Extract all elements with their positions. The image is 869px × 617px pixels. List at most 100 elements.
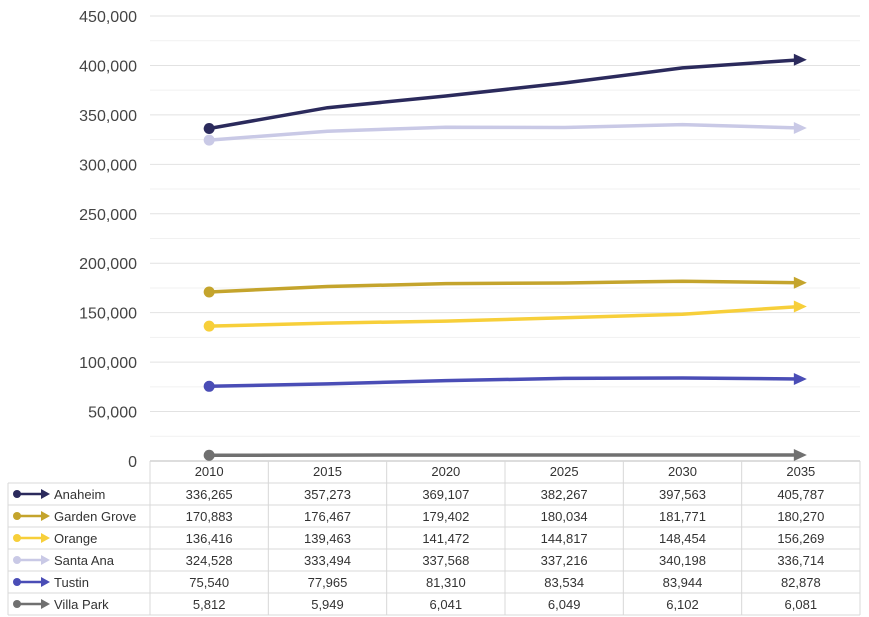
legend-key-villa-park — [13, 599, 50, 609]
table-cell: 382,267 — [541, 487, 588, 502]
legend-key-marker — [13, 534, 21, 542]
data-point-end-arrow — [793, 448, 807, 461]
table-cell: 139,463 — [304, 531, 351, 546]
series-villa-park — [203, 448, 807, 461]
data-point-end-arrow — [793, 300, 807, 313]
table-cell: 82,878 — [781, 575, 821, 590]
legend-key-arrow — [41, 577, 50, 587]
table-cell: 83,944 — [663, 575, 703, 590]
table-cell: 179,402 — [422, 509, 469, 524]
table-cell: 144,817 — [541, 531, 588, 546]
data-table: 2010 2015 2020 2025 2030 2035 Anaheim 336,265 35… — [7, 460, 861, 616]
legend-key-orange — [13, 533, 50, 543]
row-label-tustin: Tustin — [54, 575, 89, 590]
data-point-start — [203, 320, 215, 332]
table-cell: 77,965 — [308, 575, 348, 590]
table-cell: 397,563 — [659, 487, 706, 502]
row-label-orange: Orange — [54, 531, 97, 546]
row-label-anaheim: Anaheim — [54, 487, 105, 502]
data-point-end-arrow — [793, 53, 807, 66]
table-cell: 6,049 — [548, 597, 581, 612]
legend-key-arrow — [41, 599, 50, 609]
table-cell: 148,454 — [659, 531, 706, 546]
table-cell: 333,494 — [304, 553, 351, 568]
data-point-end-arrow — [793, 373, 807, 386]
legend-key-tustin — [13, 577, 50, 587]
table-cell: 181,771 — [659, 509, 706, 524]
table-cell: 136,416 — [186, 531, 233, 546]
data-point-start — [203, 122, 215, 134]
x-category-label: 2025 — [550, 464, 579, 479]
y-tick-label: 150,000 — [79, 306, 137, 323]
table-cell: 357,273 — [304, 487, 351, 502]
legend-key-anaheim — [13, 489, 50, 499]
table-cell: 5,949 — [311, 597, 344, 612]
row-label-villa-park: Villa Park — [54, 597, 109, 612]
legend-key-marker — [13, 600, 21, 608]
table-cell: 170,883 — [186, 509, 233, 524]
table-cell: 83,534 — [544, 575, 584, 590]
y-tick-label: 450,000 — [79, 9, 137, 26]
table-cell: 324,528 — [186, 553, 233, 568]
data-point-end-arrow — [793, 122, 807, 135]
series-tustin — [203, 373, 807, 392]
series-line — [207, 376, 803, 389]
table-cell: 405,787 — [777, 487, 824, 502]
table-cell: 75,540 — [189, 575, 229, 590]
legend-key-arrow — [41, 533, 50, 543]
legend-key-marker — [13, 512, 21, 520]
row-label-garden-grove: Garden Grove — [54, 509, 136, 524]
table-cell: 180,034 — [541, 509, 588, 524]
data-point-end-arrow — [793, 276, 807, 289]
data-point-start — [203, 380, 215, 392]
y-tick-label: 200,000 — [79, 256, 137, 273]
series-orange — [203, 300, 807, 332]
y-tick-label: 250,000 — [79, 207, 137, 224]
x-category-label: 2030 — [668, 464, 697, 479]
series-line — [207, 122, 803, 142]
x-category-label: 2010 — [195, 464, 224, 479]
series-line — [207, 279, 803, 294]
y-tick-label: 50,000 — [88, 405, 137, 422]
y-axis-tick-labels: 0 50,000 100,000 150,000 200,000 250,000 300,0… — [79, 9, 137, 471]
y-tick-label: 100,000 — [79, 355, 137, 372]
series-line — [207, 304, 803, 328]
series-garden-grove — [203, 276, 807, 298]
table-cell: 337,216 — [541, 553, 588, 568]
table-cell: 6,081 — [785, 597, 818, 612]
x-category-label: 2015 — [313, 464, 342, 479]
table-cell: 337,568 — [422, 553, 469, 568]
table-cell: 180,270 — [777, 509, 824, 524]
x-category-label: 2020 — [431, 464, 460, 479]
series-santa-ana — [203, 122, 807, 146]
grid-lines — [150, 15, 860, 437]
series-anaheim — [203, 53, 807, 134]
table-cell: 141,472 — [422, 531, 469, 546]
legend-key-marker — [13, 556, 21, 564]
data-point-start — [203, 134, 215, 146]
series-line — [207, 57, 803, 131]
row-label-santa-ana: Santa Ana — [54, 553, 115, 568]
table-cell: 5,812 — [193, 597, 226, 612]
y-tick-label: 400,000 — [79, 58, 137, 75]
y-tick-label: 350,000 — [79, 108, 137, 125]
legend-key-arrow — [41, 555, 50, 565]
table-cell: 6,102 — [666, 597, 699, 612]
legend-key-santa-ana — [13, 555, 50, 565]
y-tick-label: 300,000 — [79, 157, 137, 174]
data-point-start — [203, 286, 215, 298]
legend-key-garden-grove — [13, 511, 50, 521]
legend-key-arrow — [41, 511, 50, 521]
legend-key-arrow — [41, 489, 50, 499]
legend-key-marker — [13, 490, 21, 498]
series-lines — [203, 53, 807, 461]
table-cell: 336,265 — [186, 487, 233, 502]
table-cell: 156,269 — [777, 531, 824, 546]
table-cell: 369,107 — [422, 487, 469, 502]
table-cell: 176,467 — [304, 509, 351, 524]
table-cell: 340,198 — [659, 553, 706, 568]
table-cell: 81,310 — [426, 575, 466, 590]
table-cell: 336,714 — [777, 553, 824, 568]
legend-key-marker — [13, 578, 21, 586]
